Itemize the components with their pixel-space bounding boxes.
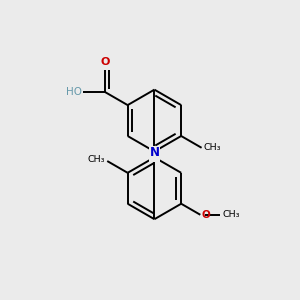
Text: O: O [101, 57, 110, 67]
Text: O: O [202, 210, 211, 220]
Text: N: N [149, 146, 159, 159]
Text: CH₃: CH₃ [222, 210, 240, 219]
Text: CH₃: CH₃ [87, 155, 105, 164]
Text: CH₃: CH₃ [204, 143, 221, 152]
Text: HO: HO [66, 87, 82, 97]
Text: N: N [149, 148, 159, 161]
